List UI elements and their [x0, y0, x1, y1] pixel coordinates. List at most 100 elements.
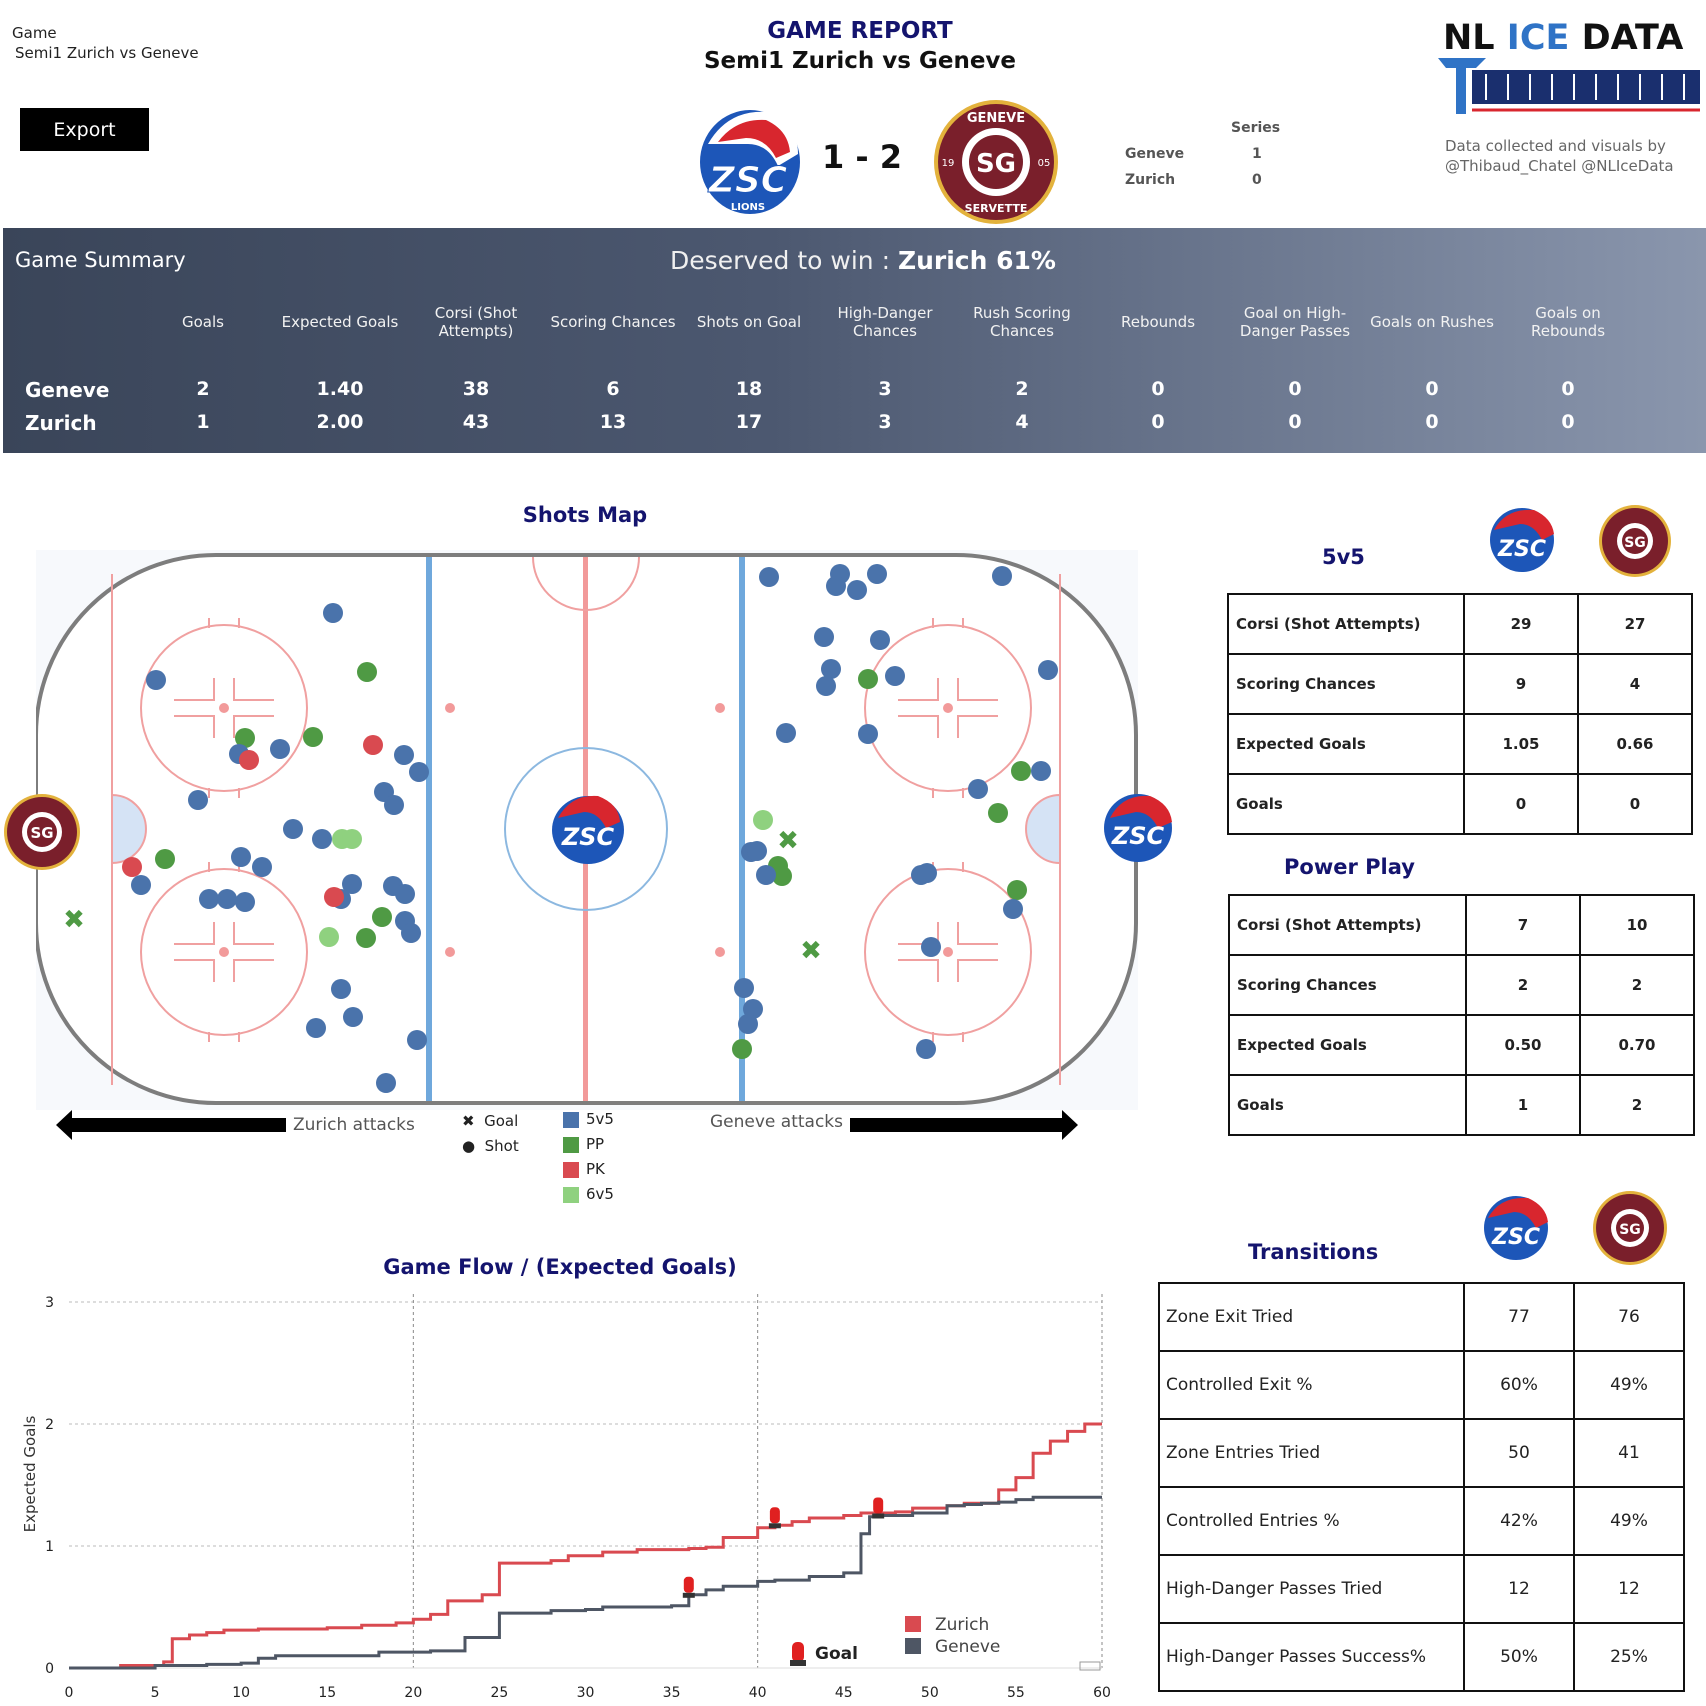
- stat-label: Scoring Chances: [1228, 954, 1467, 1016]
- legend-label: Zurich: [935, 1615, 989, 1635]
- chart-corner-icon: [1079, 1661, 1101, 1671]
- summary-value: 2: [1015, 378, 1029, 400]
- x-tick-label: 50: [921, 1685, 939, 1700]
- legend-5v5-swatch: [563, 1112, 579, 1128]
- game-summary-title: Game Summary: [15, 248, 186, 272]
- zurich-attacks-label: Zurich attacks: [293, 1115, 415, 1135]
- goal-legend-label: Goal: [815, 1644, 858, 1664]
- legend-swatch: [905, 1638, 921, 1654]
- stat-value-geneve: 10: [1579, 894, 1695, 956]
- summary-value: 0: [1425, 378, 1439, 400]
- x-tick-label: 15: [318, 1685, 336, 1700]
- summary-value: 2.00: [316, 411, 364, 433]
- report-subtitle: Semi1 Zurich vs Geneve: [703, 48, 1017, 74]
- game-flow-title: Game Flow / (Expected Goals): [383, 1255, 737, 1279]
- summary-team-geneve: Geneve: [25, 378, 110, 402]
- summary-value: 0: [1151, 378, 1165, 400]
- stat-label: Zone Entries Tried: [1158, 1418, 1465, 1488]
- stat-row: Corsi (Shot Attempts) 7 10: [1228, 894, 1695, 956]
- shot-marker: [312, 829, 332, 849]
- summary-column-header: Rebounds: [1120, 313, 1196, 331]
- shot-marker: [356, 928, 376, 948]
- stat-row: Expected Goals 0.50 0.70: [1228, 1014, 1695, 1076]
- summary-value: 18: [735, 378, 763, 400]
- shot-marker: [821, 659, 841, 679]
- shot-marker: [131, 875, 151, 895]
- shot-marker: [885, 666, 905, 686]
- legend-pp-swatch: [563, 1137, 579, 1153]
- right-attack-arrow: [850, 1110, 1078, 1140]
- summary-column-header: Corsi (Shot Attempts): [434, 304, 518, 340]
- shot-marker: [756, 865, 776, 885]
- summary-column-header: Goals: [182, 313, 224, 331]
- summary-team-zurich: Zurich: [25, 411, 97, 435]
- stat-row: Scoring Chances 2 2: [1228, 954, 1695, 1016]
- svg-text:19: 19: [942, 158, 955, 169]
- stat-value-zurich: 0: [1463, 773, 1579, 835]
- svg-text:SG: SG: [30, 824, 53, 842]
- shot-marker: [217, 889, 237, 909]
- shot-marker: [231, 847, 251, 867]
- stat-value-zurich: 77: [1463, 1282, 1575, 1352]
- shot-marker: [747, 841, 767, 861]
- shot-marker: [858, 724, 878, 744]
- goal-marker: ✖: [777, 826, 799, 856]
- series-value: 1: [1252, 146, 1262, 162]
- stat-value-zurich: 9: [1463, 653, 1579, 715]
- summary-value: 38: [462, 378, 490, 400]
- shot-marker: [394, 745, 414, 765]
- stat-row: Scoring Chances 9 4: [1227, 653, 1693, 715]
- x-tick-label: 10: [232, 1685, 250, 1700]
- shot-marker: [155, 849, 175, 869]
- geneve-logo-small: SG: [1593, 1191, 1667, 1265]
- svg-text:ZSC: ZSC: [1111, 822, 1165, 850]
- stat-value-geneve: 2: [1579, 954, 1695, 1016]
- game-filter-label: Game: [12, 24, 57, 42]
- legend-goal: ✖ Goal: [462, 1112, 519, 1130]
- stat-value-geneve: 0: [1577, 773, 1693, 835]
- stat-value-zurich: 50: [1463, 1418, 1575, 1488]
- summary-value: 3: [878, 411, 892, 433]
- stat-row: Goals 1 2: [1228, 1074, 1695, 1136]
- shot-marker: [331, 979, 351, 999]
- export-button[interactable]: Export: [20, 108, 149, 151]
- y-tick-label: 0: [45, 1661, 54, 1677]
- y-tick-label: 2: [45, 1417, 54, 1433]
- summary-column-header: Goals on Rushes: [1370, 313, 1494, 331]
- deserved-to-win: Deserved to win : Zurich 61%: [670, 246, 1056, 275]
- stat-label: Zone Exit Tried: [1158, 1282, 1465, 1352]
- svg-text:ZSC: ZSC: [1497, 537, 1546, 562]
- legend-shot: ● Shot: [462, 1137, 519, 1155]
- svg-text:LIONS: LIONS: [731, 202, 765, 213]
- stat-value-geneve: 2: [1579, 1074, 1695, 1136]
- y-tick-label: 3: [45, 1295, 54, 1311]
- shot-marker: [239, 750, 259, 770]
- x-tick-label: 20: [404, 1685, 422, 1700]
- goal-marker: ✖: [800, 936, 822, 966]
- x-tick-label: 55: [1007, 1685, 1025, 1700]
- game-filter-value[interactable]: Semi1 Zurich vs Geneve: [15, 44, 199, 62]
- transitions-table: Zone Exit Tried 77 76 Controlled Exit % 60% 4…: [1158, 1282, 1685, 1692]
- stat-value-geneve: 41: [1573, 1418, 1685, 1488]
- summary-value: 3: [878, 378, 892, 400]
- summary-value: 0: [1288, 411, 1302, 433]
- svg-text:SG: SG: [976, 149, 1016, 179]
- shot-marker: [858, 669, 878, 689]
- shot-marker: [303, 727, 323, 747]
- five-v-five-table: Corsi (Shot Attempts) 29 27 Scoring Chances…: [1227, 593, 1693, 835]
- left-attack-arrow: [56, 1110, 286, 1140]
- stat-value-geneve: 0.66: [1577, 713, 1693, 775]
- shot-marker: [867, 564, 887, 584]
- summary-value: 13: [599, 411, 627, 433]
- brand-title: NL ICE DATA: [1443, 18, 1684, 58]
- shots-map-rink: ZSC ✖ ✖ ✖: [36, 550, 1138, 1110]
- stat-value-geneve: 27: [1577, 593, 1693, 655]
- shot-marker: [1003, 899, 1023, 919]
- legend-pk: PK: [586, 1160, 605, 1178]
- zurich-logo-small: ZSC: [1490, 508, 1554, 572]
- summary-value: 0: [1151, 411, 1165, 433]
- stat-value-zurich: 1: [1465, 1074, 1581, 1136]
- shot-marker: [283, 819, 303, 839]
- stat-value-zurich: 1.05: [1463, 713, 1579, 775]
- geneve-logo: SG GENEVE SERVETTE 19 05: [934, 100, 1058, 224]
